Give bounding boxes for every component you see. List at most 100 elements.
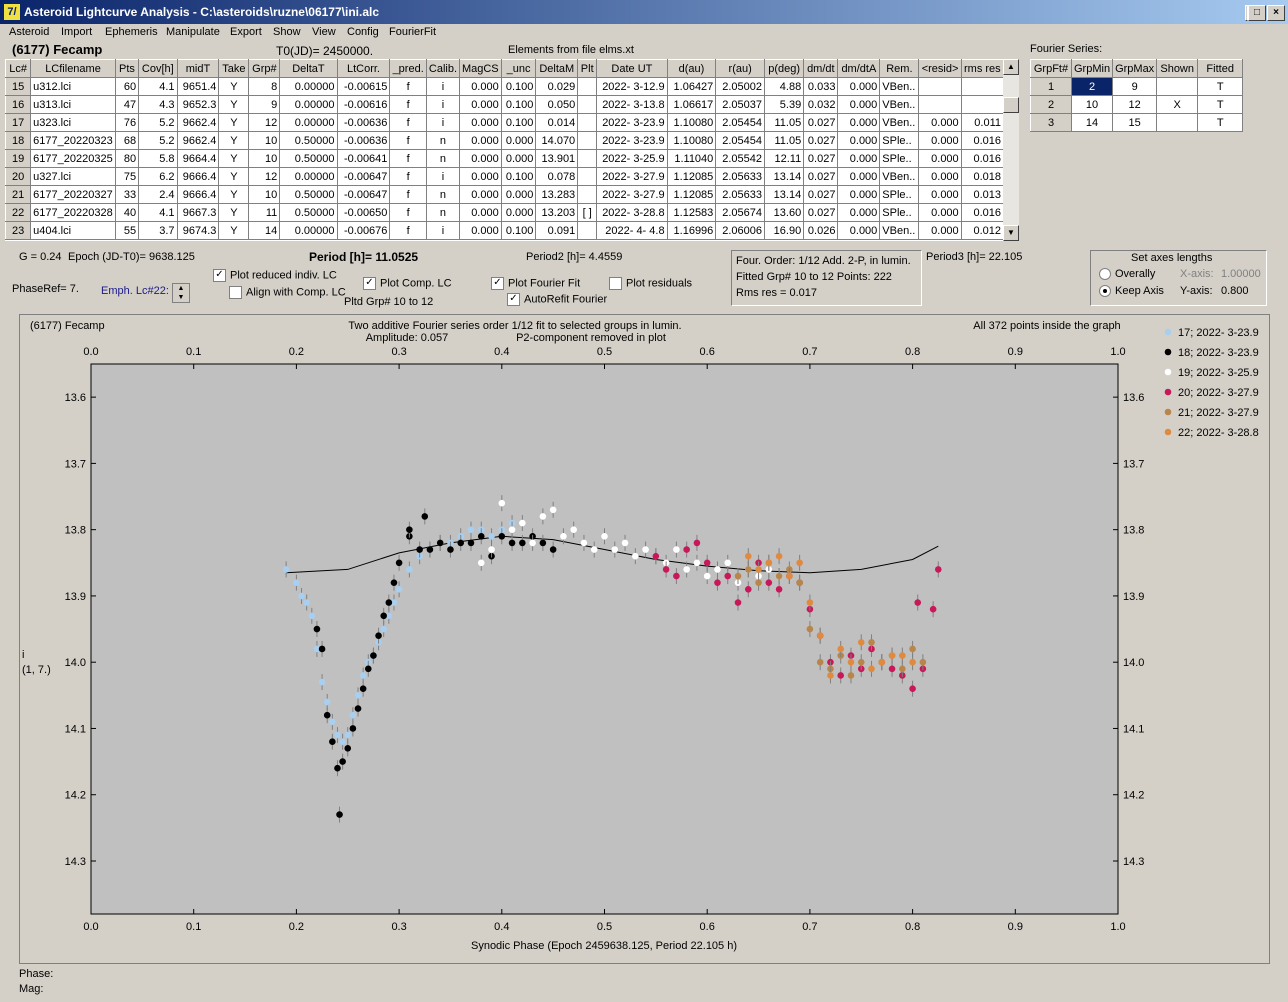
table-cell[interactable]: 80	[114, 149, 140, 168]
table-cell[interactable]: 0.029	[535, 77, 579, 96]
table-cell[interactable]: 1.10080	[666, 113, 717, 132]
table-cell[interactable]: n	[425, 149, 460, 168]
table-cell[interactable]: 0.000	[837, 221, 881, 240]
menu-asteroid[interactable]: Asteroid	[9, 26, 50, 38]
table-cell[interactable]: 1.12583	[666, 203, 717, 222]
fourier-cell[interactable]: 12	[1112, 95, 1158, 114]
fourier-cell[interactable]: 3	[1030, 113, 1072, 132]
table-cell[interactable]: -0.00650	[336, 203, 391, 222]
table-cell[interactable]: 16.90	[764, 221, 805, 240]
table-cell[interactable]: u404.lci	[30, 221, 116, 240]
table-cell[interactable]: i	[425, 113, 460, 132]
table-row[interactable]: 18 6177_20220323 68 5.2 9662.4 Y 10 0.50000 -0.0…	[5, 131, 1004, 150]
table-cell[interactable]: VBen..	[879, 95, 920, 114]
table-cell[interactable]: 9674.3	[176, 221, 220, 240]
table-cell[interactable]: 0.000	[837, 131, 881, 150]
lc-column-header[interactable]: MagCS	[458, 59, 502, 78]
plot-fourier-checkbox[interactable]: ✓ Plot Fourier Fit	[491, 277, 580, 290]
table-cell[interactable]: 0.000	[837, 113, 881, 132]
table-cell[interactable]: 1.12085	[666, 167, 717, 186]
table-cell[interactable]: 4.1	[138, 203, 178, 222]
table-cell[interactable]: 1.06617	[666, 95, 717, 114]
table-cell[interactable]: 40	[114, 203, 140, 222]
lc-column-header[interactable]: _pred.	[389, 59, 427, 78]
table-cell[interactable]: 0.000	[837, 203, 881, 222]
lc-column-header[interactable]: _unc	[500, 59, 537, 78]
table-cell[interactable]: 1.16996	[666, 221, 717, 240]
table-cell[interactable]: 0.100	[500, 221, 537, 240]
table-cell[interactable]	[577, 95, 598, 114]
table-cell[interactable]: 0.000	[458, 77, 502, 96]
table-row[interactable]: 16 u313.lci 47 4.3 9652.3 Y 9 0.00000 -0.00616 f i…	[5, 95, 1004, 114]
table-cell[interactable]: 0.50000	[279, 203, 338, 222]
table-cell[interactable]: 0.100	[500, 167, 537, 186]
table-cell[interactable]: SPle..	[879, 185, 920, 204]
table-cell[interactable]: VBen..	[879, 221, 920, 240]
table-cell[interactable]: 0.00000	[279, 221, 338, 240]
fourier-cell[interactable]: 2	[1070, 77, 1114, 96]
table-cell[interactable]: 0.50000	[279, 185, 338, 204]
table-cell[interactable]: 6177_20220323	[30, 131, 116, 150]
table-cell[interactable]: n	[425, 203, 460, 222]
table-cell[interactable]: 0.033	[803, 77, 839, 96]
plot-reduced-checkbox[interactable]: ✓ Plot reduced indiv. LC	[213, 269, 337, 282]
table-row[interactable]: 17 u323.lci 76 5.2 9662.4 Y 12 0.00000 -0.00636 f…	[5, 113, 1004, 132]
table-cell[interactable]: Y	[218, 77, 250, 96]
lc-column-header[interactable]: Lc#	[5, 59, 32, 78]
menu-manipulate[interactable]: Manipulate	[166, 26, 220, 38]
table-cell[interactable]: 2022- 3-25.9	[596, 149, 668, 168]
table-cell[interactable]: 2022- 3-23.9	[596, 131, 668, 150]
fourier-table[interactable]: GrpFt# GrpMin GrpMax Shown Fitted 1 2 9 T 2 10 12 X…	[1030, 59, 1244, 132]
table-cell[interactable]: f	[389, 149, 427, 168]
table-cell[interactable]: 2022- 3-27.9	[596, 185, 668, 204]
table-cell[interactable]: 12	[248, 167, 281, 186]
table-row[interactable]: 20 u327.lci 75 6.2 9666.4 Y 12 0.00000 -0.00647 f…	[5, 167, 1004, 186]
table-cell[interactable]: f	[389, 221, 427, 240]
scroll-down-icon[interactable]: ▼	[1003, 225, 1019, 241]
table-cell[interactable]: 0.000	[918, 203, 962, 222]
table-cell[interactable]: f	[389, 77, 427, 96]
menu-ephemeris[interactable]: Ephemeris	[105, 26, 158, 38]
table-cell[interactable]: 10	[248, 131, 281, 150]
table-cell[interactable]: 2022- 3-12.9	[596, 77, 668, 96]
lc-column-header[interactable]: DeltaT	[279, 59, 338, 78]
plot-residuals-checkbox[interactable]: Plot residuals	[609, 277, 692, 290]
table-cell[interactable]: 10	[248, 185, 281, 204]
table-cell[interactable]: 0.000	[458, 167, 502, 186]
table-cell[interactable]: 2.06006	[715, 221, 766, 240]
table-cell[interactable]: 4.1	[138, 77, 178, 96]
table-cell[interactable]: 14.070	[535, 131, 579, 150]
table-cell[interactable]: 13.14	[764, 167, 805, 186]
table-cell[interactable]: 47	[114, 95, 140, 114]
table-cell[interactable]: 5.39	[764, 95, 805, 114]
table-cell[interactable]: 9662.4	[176, 131, 220, 150]
menu-show[interactable]: Show	[273, 26, 301, 38]
table-cell[interactable]: 60	[114, 77, 140, 96]
fourier-column-header[interactable]: GrpFt#	[1030, 59, 1072, 78]
table-cell[interactable]: f	[389, 167, 427, 186]
table-cell[interactable]: 6177_20220328	[30, 203, 116, 222]
period2-value[interactable]: Period2 [h]= 4.4559	[526, 251, 623, 263]
table-cell[interactable]: 9652.3	[176, 95, 220, 114]
table-cell[interactable]: 13.203	[535, 203, 579, 222]
table-cell[interactable]	[577, 185, 598, 204]
table-cell[interactable]: VBen..	[879, 77, 920, 96]
fourier-cell[interactable]: T	[1197, 95, 1244, 114]
table-cell[interactable]: 0.000	[837, 95, 881, 114]
table-cell[interactable]: 0.000	[458, 95, 502, 114]
table-cell[interactable]: 0.027	[803, 131, 839, 150]
table-cell[interactable]	[960, 95, 1004, 114]
period3-value[interactable]: Period3 [h]= 22.105	[926, 251, 1023, 263]
table-cell[interactable]: 0.000	[918, 131, 962, 150]
plot-comp-checkbox[interactable]: ✓ Plot Comp. LC	[363, 277, 452, 290]
table-cell[interactable]: 9662.4	[176, 113, 220, 132]
menu-config[interactable]: Config	[347, 26, 379, 38]
fourier-cell[interactable]	[1156, 113, 1199, 132]
table-cell[interactable]: 0.027	[803, 149, 839, 168]
table-cell[interactable]: Y	[218, 185, 250, 204]
table-cell[interactable]: 12	[248, 113, 281, 132]
keep-axis-radio[interactable]: Keep Axis	[1099, 285, 1164, 298]
table-cell[interactable]: 0.000	[500, 203, 537, 222]
table-cell[interactable]: -0.00616	[336, 95, 391, 114]
table-cell[interactable]: SPle..	[879, 149, 920, 168]
